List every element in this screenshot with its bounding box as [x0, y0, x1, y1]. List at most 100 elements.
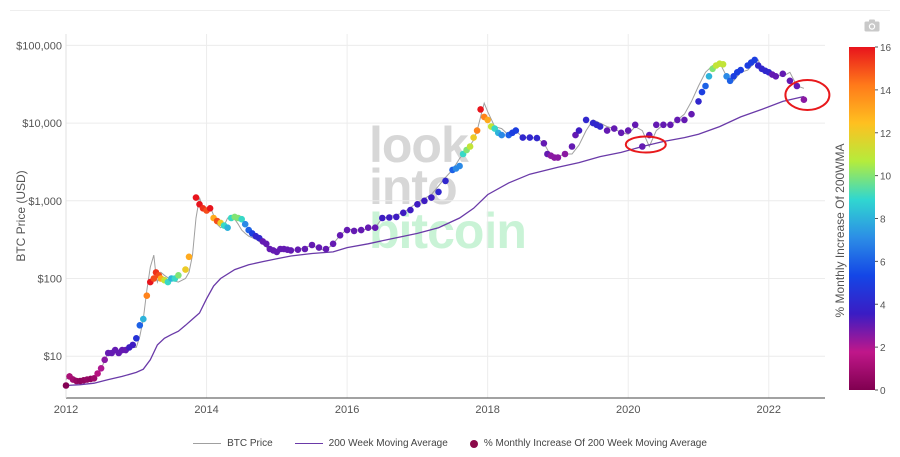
data-point[interactable]: [554, 154, 562, 161]
data-point[interactable]: [512, 127, 520, 134]
data-point[interactable]: [575, 127, 583, 134]
data-point[interactable]: [596, 123, 604, 130]
legend-label-price: BTC Price: [227, 438, 273, 449]
data-point[interactable]: [726, 77, 734, 85]
camera-icon[interactable]: [864, 19, 880, 32]
x-tick-label: 2012: [54, 404, 78, 416]
data-point[interactable]: [688, 110, 695, 118]
data-point[interactable]: [101, 356, 108, 364]
data-point[interactable]: [681, 116, 688, 124]
data-point[interactable]: [719, 61, 727, 68]
data-point[interactable]: [357, 226, 365, 234]
data-point[interactable]: [287, 247, 295, 254]
data-point[interactable]: [751, 56, 758, 64]
data-point[interactable]: [371, 224, 379, 231]
data-point[interactable]: [379, 214, 386, 222]
data-point[interactable]: [364, 224, 372, 231]
data-point[interactable]: [572, 131, 579, 139]
legend-item-dots[interactable]: % Monthly Increase Of 200 Week Moving Av…: [469, 438, 707, 449]
data-point[interactable]: [386, 214, 393, 221]
data-point[interactable]: [526, 134, 534, 141]
data-point[interactable]: [695, 98, 702, 105]
data-point[interactable]: [702, 82, 709, 90]
data-point[interactable]: [421, 197, 428, 205]
data-point[interactable]: [393, 213, 400, 221]
data-point[interactable]: [705, 73, 713, 80]
data-point[interactable]: [519, 134, 527, 141]
x-tick-label: 2022: [757, 404, 781, 416]
data-point[interactable]: [660, 121, 667, 129]
data-point[interactable]: [329, 240, 337, 248]
data-point[interactable]: [617, 129, 625, 137]
data-point[interactable]: [639, 143, 646, 150]
data-point[interactable]: [561, 150, 569, 158]
data-point[interactable]: [129, 341, 137, 349]
data-point[interactable]: [800, 96, 808, 103]
data-point[interactable]: [772, 73, 780, 80]
data-point[interactable]: [786, 77, 794, 85]
data-point[interactable]: [631, 121, 639, 129]
data-point[interactable]: [241, 220, 249, 228]
data-point[interactable]: [470, 134, 477, 141]
data-point[interactable]: [185, 253, 193, 261]
data-point[interactable]: [582, 116, 590, 124]
highlight-annotation: [624, 135, 667, 154]
data-point[interactable]: [477, 106, 484, 113]
data-point[interactable]: [466, 143, 474, 150]
data-point[interactable]: [473, 127, 481, 134]
data-point[interactable]: [343, 226, 351, 234]
data-point[interactable]: [294, 246, 302, 253]
legend-item-price[interactable]: BTC Price: [193, 438, 273, 449]
data-point[interactable]: [133, 335, 140, 342]
data-point[interactable]: [206, 205, 214, 212]
legend-item-wma[interactable]: 200 Week Moving Average: [294, 438, 448, 449]
data-point[interactable]: [414, 201, 421, 208]
data-point[interactable]: [610, 125, 618, 132]
data-point[interactable]: [737, 66, 744, 74]
data-point[interactable]: [238, 215, 245, 223]
colorbar-tick-label: 16: [880, 43, 892, 54]
data-point[interactable]: [667, 121, 674, 129]
data-point[interactable]: [456, 162, 463, 170]
data-point[interactable]: [603, 127, 611, 134]
data-point[interactable]: [624, 127, 632, 134]
data-point[interactable]: [182, 266, 189, 273]
data-point[interactable]: [224, 224, 231, 231]
data-point[interactable]: [301, 245, 309, 253]
data-point[interactable]: [192, 194, 200, 201]
data-point[interactable]: [498, 131, 506, 139]
data-point[interactable]: [263, 240, 270, 248]
data-point[interactable]: [336, 232, 344, 239]
data-point[interactable]: [723, 73, 730, 80]
data-point[interactable]: [484, 116, 492, 124]
data-point[interactable]: [308, 241, 316, 249]
data-point[interactable]: [533, 134, 541, 142]
data-point[interactable]: [540, 140, 548, 147]
legend-swatch-price: [193, 443, 222, 444]
data-point[interactable]: [568, 143, 576, 150]
data-point[interactable]: [90, 375, 98, 382]
data-point[interactable]: [140, 315, 147, 323]
data-point[interactable]: [350, 227, 358, 235]
data-point[interactable]: [779, 70, 787, 78]
data-point[interactable]: [793, 82, 801, 90]
data-point[interactable]: [435, 188, 442, 196]
data-point[interactable]: [62, 382, 70, 389]
data-point[interactable]: [143, 292, 151, 300]
data-point[interactable]: [428, 194, 435, 201]
data-point[interactable]: [698, 88, 706, 96]
data-point[interactable]: [150, 275, 158, 282]
data-point[interactable]: [674, 116, 681, 124]
colorbar-tick-label: 8: [880, 215, 886, 226]
data-point[interactable]: [97, 365, 105, 372]
data-point[interactable]: [322, 245, 330, 253]
data-point[interactable]: [136, 322, 144, 329]
x-tick-label: 2020: [616, 404, 640, 416]
data-point[interactable]: [653, 121, 660, 129]
data-point[interactable]: [94, 370, 101, 377]
data-point[interactable]: [175, 272, 182, 279]
data-point[interactable]: [407, 206, 414, 214]
data-point[interactable]: [400, 209, 407, 217]
data-point[interactable]: [315, 244, 323, 251]
data-point[interactable]: [442, 177, 449, 185]
